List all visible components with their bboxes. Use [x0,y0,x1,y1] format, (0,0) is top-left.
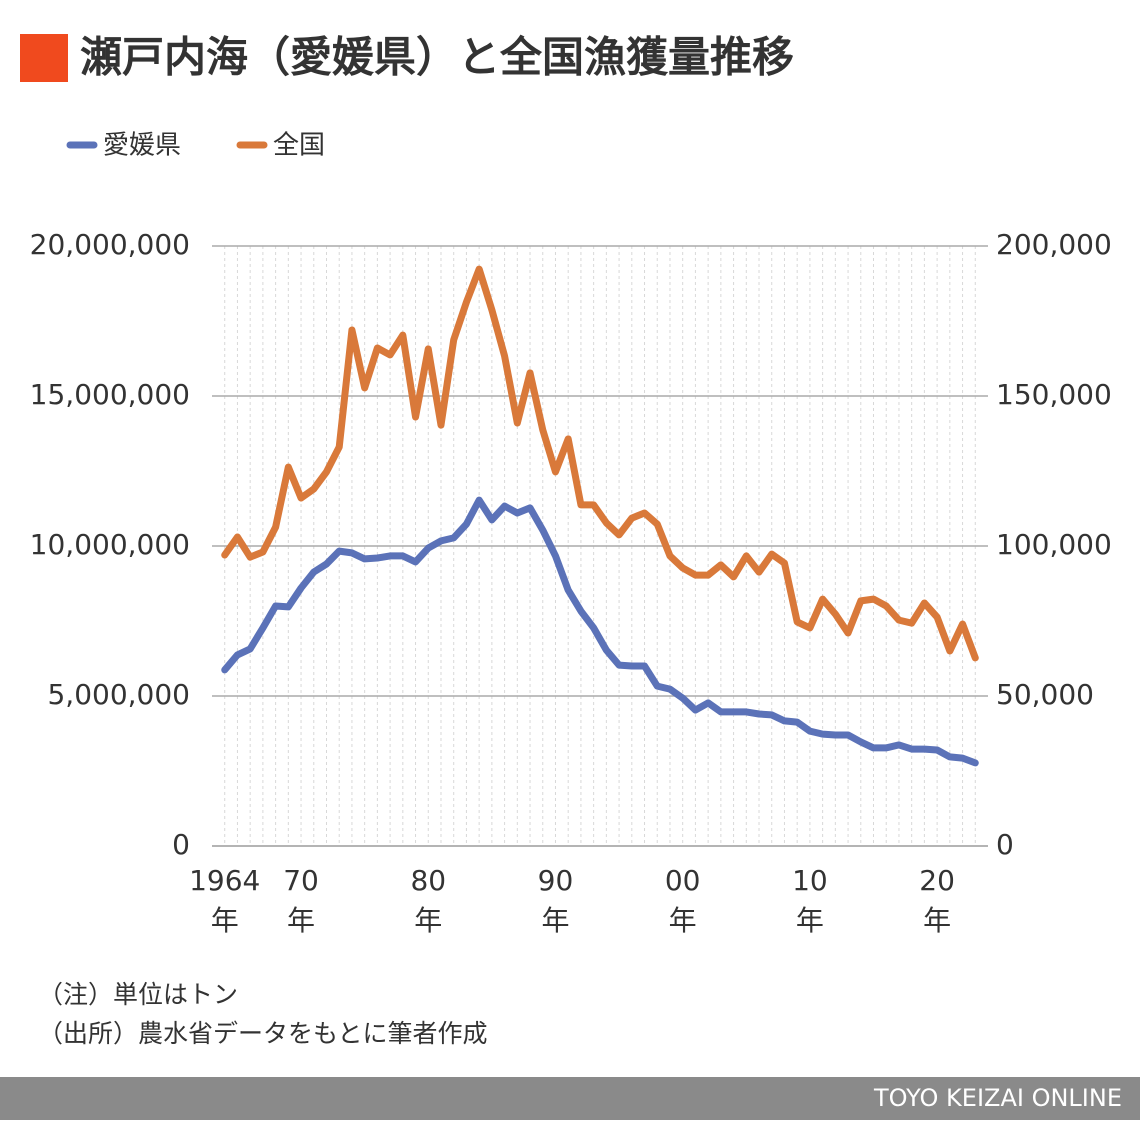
y-tick-label: 0 [172,828,190,861]
x-tick-label: 20 年 [919,864,955,937]
chart-title: 瀬戸内海（愛媛県）と全国漁獲量推移 [80,33,794,82]
note: （注）単位はトン [38,980,238,1009]
x-tick-label: 80 年 [410,864,446,937]
y-tick-label: 15,000,000 [30,378,190,411]
y2-tick-label: 0 [996,828,1014,861]
x-tick-label: 1964 年 [189,864,260,937]
title-marker [20,34,68,82]
footer: TOYO KEIZAI ONLINE [873,1084,1122,1112]
x-tick-label: 70 年 [283,864,319,937]
y2-tick-label: 150,000 [996,378,1112,411]
x-tick-label: 10 年 [792,864,828,937]
y-tick-label: 20,000,000 [30,228,190,261]
footer-bar [0,1077,1140,1120]
series-line [221,265,979,662]
y-tick-label: 5,000,000 [47,678,190,711]
legend-label: 全国 [273,131,325,161]
x-tick-label: 90 年 [538,864,574,937]
y-tick-label: 10,000,000 [30,528,190,561]
x-tick-label: 00 年 [665,864,701,937]
legend-label: 愛媛県 [103,131,181,161]
y2-tick-label: 200,000 [996,228,1112,261]
y2-tick-label: 100,000 [996,528,1112,561]
y2-tick-label: 50,000 [996,678,1094,711]
series-line [221,496,979,767]
note: （出所）農水省データをもとに筆者作成 [38,1019,488,1048]
